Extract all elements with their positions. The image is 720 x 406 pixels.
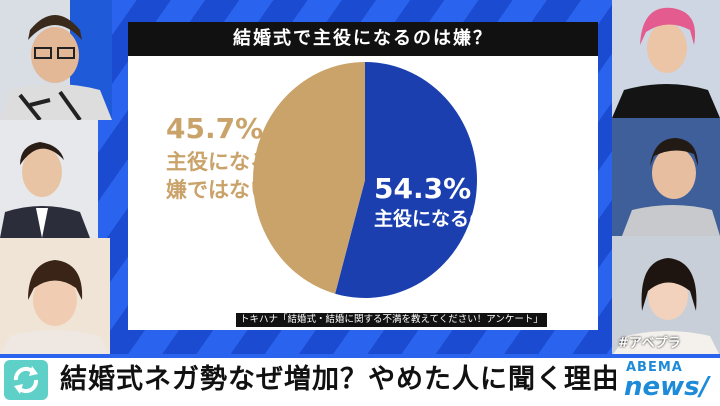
slice-label-percent-not-dislike: 45.7%	[166, 112, 264, 145]
chart-title: 結婚式で主役になるのは嫌？	[128, 22, 598, 56]
panelist-video-1	[0, 0, 112, 120]
panelist-video-3	[0, 238, 110, 356]
logo-brand-text: ABEMA	[626, 360, 683, 375]
pie-slice-1	[253, 62, 365, 294]
pie-chart	[253, 62, 477, 298]
slice-label-line-1: 主役になるのは	[166, 150, 313, 174]
hashtag-label: #アベプラ	[618, 336, 681, 351]
panelist-video-5	[612, 118, 720, 236]
slice-label-text-dislike: 主役になるのは嫌	[374, 208, 527, 230]
panelist-video-4	[612, 0, 720, 118]
pie-slice-0	[335, 62, 477, 298]
ticker-accent-bar	[0, 354, 720, 358]
slice-label-text-not-dislike: 主役になるのは 嫌ではない	[166, 148, 313, 204]
abema-news-logo	[616, 358, 720, 406]
panelist-video-6	[612, 236, 720, 356]
slice-label-line-2: 嫌ではない	[166, 178, 271, 202]
news-ticker	[0, 354, 720, 406]
refresh-arrows-icon	[4, 360, 48, 400]
survey-source-caption: トキハナ「結婚式・結婚に関する不満を教えてください！アンケート」	[236, 313, 547, 327]
chart-panel: 結婚式で主役になるのは嫌？	[128, 22, 598, 330]
panelist-video-2	[0, 120, 98, 238]
slice-label-percent-dislike: 54.3%	[374, 172, 472, 205]
ticker-headline: 結婚式ネガ勢なぜ増加？やめた人に聞く理由	[60, 364, 620, 395]
logo-news-text: news/	[624, 372, 710, 402]
